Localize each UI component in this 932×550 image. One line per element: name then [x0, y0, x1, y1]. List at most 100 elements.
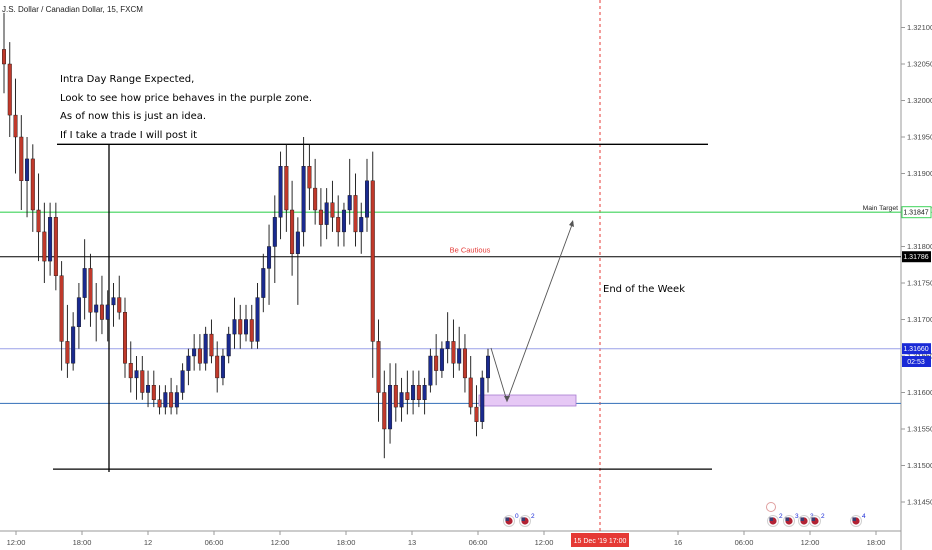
event-flag-icon[interactable] [766, 502, 776, 512]
candle-body [324, 202, 329, 225]
candle-body [2, 49, 6, 65]
event-count: 2 [531, 513, 535, 520]
candle-body [76, 297, 81, 328]
candle-body [399, 392, 404, 408]
candle-body [261, 268, 266, 298]
candle-body [186, 355, 191, 371]
candle-body [307, 165, 312, 189]
candle-body [65, 341, 70, 364]
flag-canton [521, 517, 525, 521]
price-tick-label: 1.31950 [907, 133, 932, 142]
candle-body [318, 209, 323, 225]
candle-body [405, 392, 410, 400]
time-tick-label: 13 [408, 538, 416, 547]
candle-body [128, 363, 133, 379]
candle-body [382, 392, 387, 430]
projection-arrowhead-down [504, 396, 510, 402]
candle-body [48, 217, 53, 262]
candle-body [209, 333, 214, 357]
candle-body [388, 385, 393, 430]
candle-body [163, 392, 168, 408]
candle-body [313, 187, 318, 211]
candle-body [439, 348, 444, 371]
candle-body [19, 136, 24, 181]
price-tick-label: 1.31500 [907, 461, 932, 470]
projection-arrow[interactable] [490, 221, 574, 403]
candle-body [174, 392, 179, 408]
price-tick-label: 1.32100 [907, 23, 932, 32]
time-tick-label: 16 [674, 538, 682, 547]
time-tick-label: 18:00 [337, 538, 356, 547]
event-count: 4 [862, 513, 866, 520]
candle-body [134, 370, 139, 379]
be-cautious-label: Be Cautious [450, 246, 491, 255]
candle-body [243, 319, 248, 335]
candle-body [353, 195, 358, 233]
flag-canton [852, 517, 856, 521]
candle-body [111, 297, 116, 306]
candle-body [451, 341, 456, 364]
price-tick-label: 1.32000 [907, 96, 932, 105]
time-tick-label: 12:00 [535, 538, 554, 547]
candle-body [336, 217, 341, 233]
candle-body [25, 158, 30, 181]
candle-body [140, 370, 145, 393]
time-cursor-tag: 15 Dec '19 17:00 [574, 538, 627, 545]
candle-body [370, 180, 375, 342]
countdown-tag: 02:53 [907, 359, 925, 366]
candle-body [238, 319, 243, 335]
end-of-week-label: End of the Week [603, 284, 685, 295]
candle-body [82, 268, 87, 298]
time-tick-label: 06:00 [469, 538, 488, 547]
candle-body [365, 180, 370, 218]
main-target-price-tag: 1.31847 [903, 210, 928, 217]
event-count: 0 [515, 513, 519, 520]
candle-body [330, 202, 335, 218]
flag-canton [811, 517, 815, 521]
candle-body [295, 231, 300, 254]
candle-body [422, 385, 427, 401]
candle-body [220, 355, 225, 379]
candle-body [13, 114, 18, 138]
candle-body [59, 275, 64, 342]
candle-body [341, 209, 346, 233]
purple-zone[interactable] [478, 394, 577, 407]
candle-body [169, 392, 174, 408]
candle-body [434, 355, 439, 371]
candle-body [53, 217, 58, 276]
flag-canton [505, 517, 509, 521]
candle-body [376, 341, 381, 393]
annotation-line-2: Look to see how price behaves in the pur… [60, 93, 312, 104]
candle-body [486, 355, 491, 379]
time-axis-ticks: 12:00 18:00 12 06:00 12:00 18:00 13 06:00 12:00 1… [7, 531, 886, 547]
candle-body [122, 312, 127, 364]
price-tick-label: 1.31450 [907, 498, 932, 507]
candle-body [445, 341, 450, 349]
candle-body [105, 304, 110, 320]
candle-body [411, 385, 416, 401]
candle-body [180, 370, 185, 393]
flag-canton [769, 517, 773, 521]
event-count: 2 [821, 513, 825, 520]
time-tick-label: 12:00 [801, 538, 820, 547]
candle-body [290, 209, 295, 254]
economic-events-group: 0223324 [503, 502, 866, 527]
projection-arrowhead-up [569, 220, 574, 227]
price-tick-label: 1.31800 [907, 242, 932, 251]
candle-body [157, 399, 162, 408]
candle-body [457, 348, 462, 364]
candle-body [267, 246, 272, 269]
candle-body [474, 406, 479, 422]
price-tick-label: 1.31750 [907, 279, 932, 288]
candle-body [117, 297, 122, 313]
candle-body [278, 165, 283, 218]
time-tick-label: 18:00 [867, 538, 886, 547]
candle-body [272, 217, 277, 247]
event-count: 2 [779, 513, 783, 520]
be-cautious-price-tag-bg [902, 251, 931, 263]
time-cursor-tag-bg [571, 533, 629, 547]
price-tick-label: 1.32050 [907, 60, 932, 69]
candle-body [359, 217, 364, 233]
candle-body [468, 377, 473, 408]
